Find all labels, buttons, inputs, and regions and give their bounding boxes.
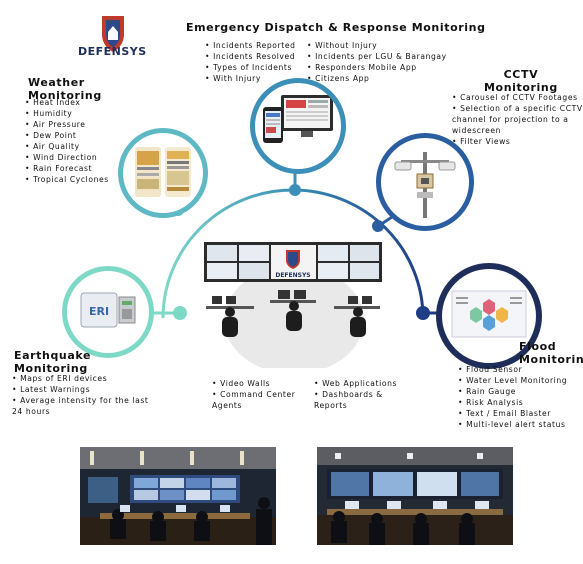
flood-list: Flood Sensor Water Level Monitoring Rain… — [458, 364, 567, 430]
weather-circle — [118, 128, 208, 218]
list-item: Without Injury — [307, 40, 447, 51]
operations-photo-left — [80, 447, 276, 545]
weather-title-line1: Weather — [28, 76, 85, 89]
list-item: Multi-level alert status — [458, 419, 567, 430]
earthquake-title: Earthquake Monitoring — [14, 349, 91, 375]
list-item: Humidity — [25, 108, 109, 119]
earthquake-title-line2: Monitoring — [14, 362, 88, 375]
cctv-title: CCTV Monitoring — [484, 68, 558, 94]
eri-device-image: ERI — [80, 292, 136, 328]
list-item: Carousel of CCTV Footages — [452, 92, 583, 103]
flood-circle — [436, 263, 542, 369]
list-item: Incidents Resolved — [205, 51, 296, 62]
cctv-pole-image — [394, 152, 456, 218]
list-item: Web Applications — [314, 378, 406, 389]
dashboard-screens-image — [263, 95, 333, 143]
cctv-title-line1: CCTV — [503, 68, 539, 81]
list-item: Command Center Agents — [212, 389, 304, 411]
dispatch-list-1: Incidents Reported Incidents Resolved Ty… — [205, 40, 296, 84]
node-flood — [416, 306, 430, 320]
center-list-1: Video Walls Command Center Agents — [212, 378, 304, 411]
dispatch-title: Emergency Dispatch & Response Monitoring — [186, 21, 486, 34]
list-item: Water Level Monitoring — [458, 375, 567, 386]
list-item: Tropical Cyclones — [25, 174, 109, 185]
list-item: Types of Incidents — [205, 62, 296, 73]
flood-dashboard-image — [451, 290, 527, 338]
cctv-circle — [376, 133, 474, 231]
command-center-illustration: DEFENSYS — [198, 238, 388, 374]
list-item: Latest Warnings — [12, 384, 152, 395]
control-room-photo — [317, 447, 513, 545]
weather-app-image — [135, 147, 191, 197]
earthquake-list: Maps of ERI devices Latest Warnings Aver… — [12, 373, 152, 417]
earthquake-title-line1: Earthquake — [14, 349, 92, 362]
list-item: Text / Email Blaster — [458, 408, 567, 419]
weather-list: Heat Index Humidity Air Pressure Dew Poi… — [25, 97, 109, 185]
list-item: Dashboards & Reports — [314, 389, 406, 411]
list-item: Maps of ERI devices — [12, 373, 152, 384]
node-cctv — [372, 220, 384, 232]
dispatch-list-2: Without Injury Incidents per LGU & Baran… — [307, 40, 447, 84]
shield-icon — [102, 16, 124, 52]
node-dispatch — [289, 184, 301, 196]
list-item: Risk Analysis — [458, 397, 567, 408]
list-item: Flood Sensor — [458, 364, 567, 375]
center-list-2: Web Applications Dashboards & Reports — [314, 378, 406, 411]
cctv-list: Carousel of CCTV Footages Selection of a… — [452, 92, 583, 147]
node-earthquake — [173, 306, 187, 320]
list-item: Filter Views — [452, 136, 583, 147]
list-item: Heat Index — [25, 97, 109, 108]
list-item: Rain Forecast — [25, 163, 109, 174]
list-item: Selection of a specific CCTV channel for… — [452, 103, 583, 136]
dispatch-circle — [250, 78, 346, 174]
list-item: Incidents per LGU & Barangay — [307, 51, 447, 62]
list-item: With Injury — [205, 73, 296, 84]
list-item: Rain Gauge — [458, 386, 567, 397]
brand-logo: DEFENSYS — [78, 14, 148, 60]
brand-logo-text: DEFENSYS — [78, 45, 147, 58]
control-room-photo — [80, 447, 276, 545]
list-item: Wind Direction — [25, 152, 109, 163]
list-item: Average intensity for the last 24 hours — [12, 395, 152, 417]
list-item: Responders Mobile App — [307, 62, 447, 73]
list-item: Air Quality — [25, 141, 109, 152]
flood-title: Flood Monitoring — [519, 340, 583, 366]
command-center-image: DEFENSYS — [204, 242, 382, 374]
list-item: Video Walls — [212, 378, 304, 389]
flood-title-line1: Flood — [519, 340, 557, 353]
list-item: Air Pressure — [25, 119, 109, 130]
eri-device-label: ERI — [89, 305, 109, 318]
command-center-logo-text: DEFENSYS — [275, 272, 310, 279]
operations-photo-right — [317, 447, 513, 545]
list-item: Dew Point — [25, 130, 109, 141]
earthquake-circle: ERI — [62, 266, 154, 358]
list-item: Citizens App — [307, 73, 447, 84]
flood-title-line2: Monitoring — [519, 353, 583, 366]
cctv-title-line2: Monitoring — [484, 81, 558, 94]
list-item: Incidents Reported — [205, 40, 296, 51]
